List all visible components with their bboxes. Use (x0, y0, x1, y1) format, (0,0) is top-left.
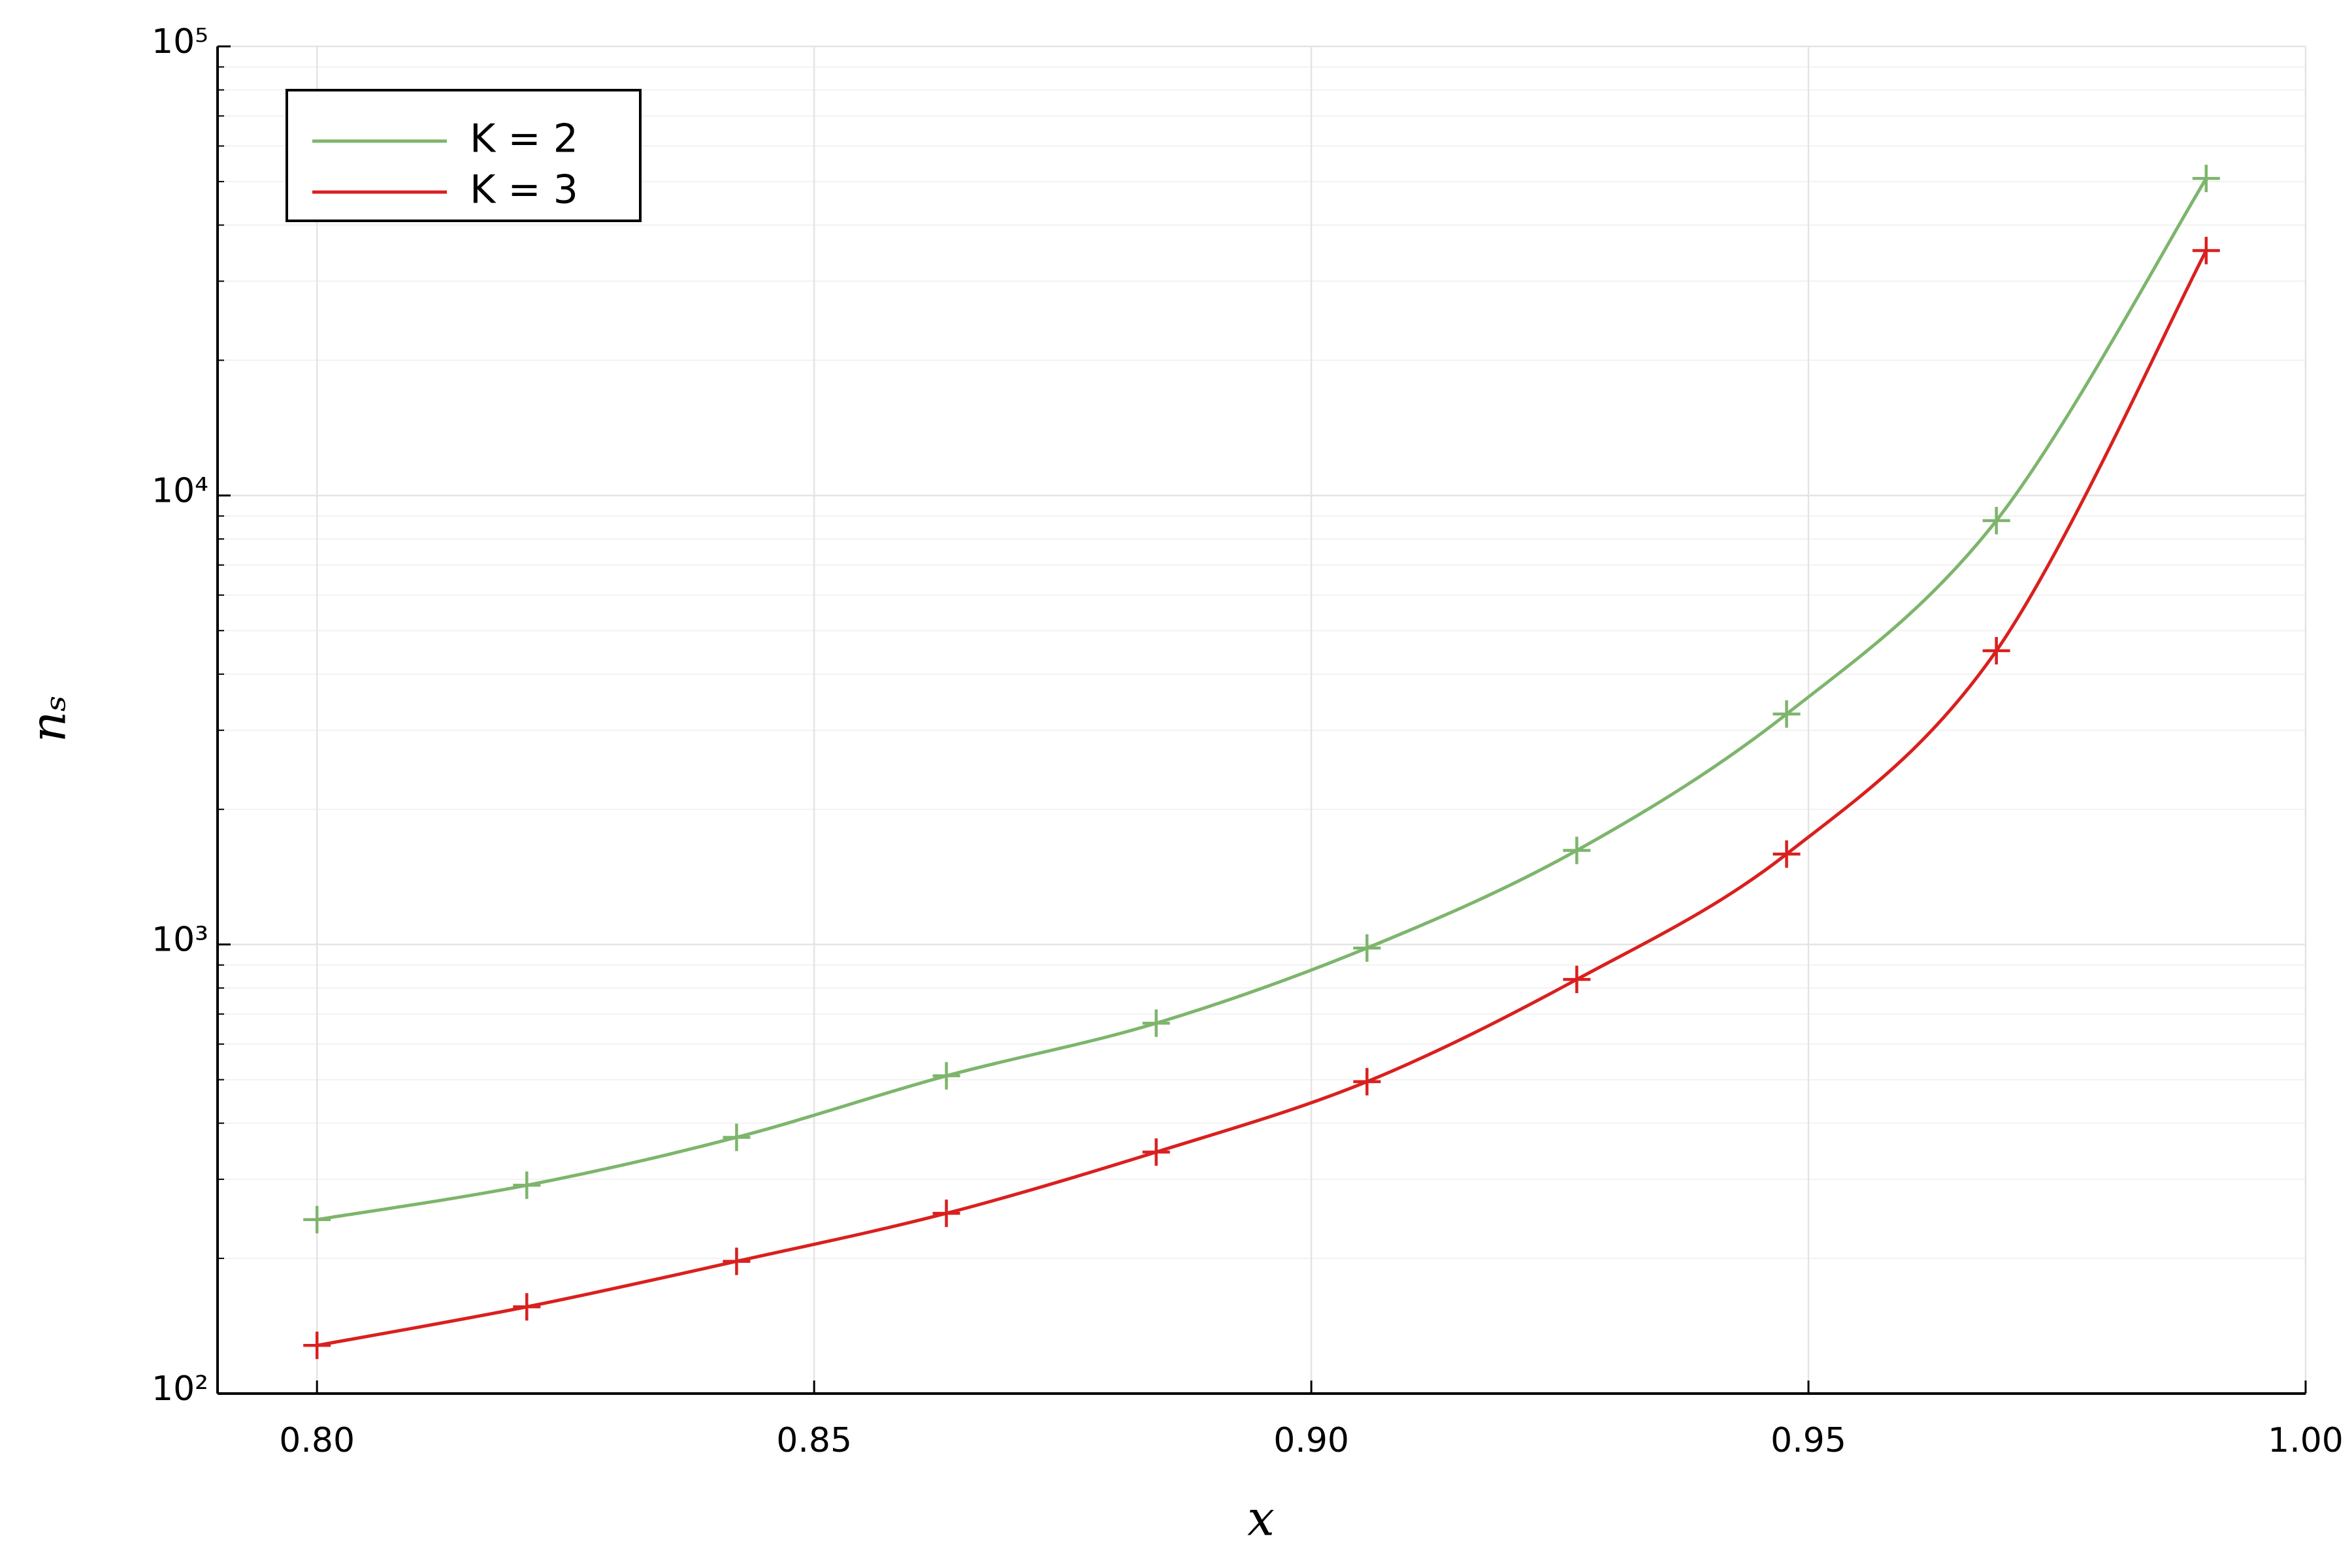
marker (1772, 840, 1801, 868)
marker (303, 1205, 331, 1233)
x-axis-label: x (1247, 1490, 1275, 1546)
y-axis-label: nₛ (20, 695, 76, 743)
marker (2192, 165, 2220, 193)
marker (723, 1247, 751, 1275)
y-tick-label: 10⁵ (152, 22, 208, 61)
plot-area (303, 165, 2220, 1360)
marker (1353, 1068, 1381, 1096)
x-tick-label: 1.00 (2268, 1421, 2344, 1460)
marker (1142, 1009, 1170, 1037)
series-line (316, 177, 2208, 1222)
series-line (316, 250, 2208, 1347)
y-tick-label: 10⁴ (152, 471, 208, 510)
x-tick-label: 0.95 (1771, 1421, 1846, 1460)
marker (1353, 934, 1381, 962)
x-tick-label: 0.85 (776, 1421, 852, 1460)
marker (1142, 1138, 1170, 1166)
marker (1563, 836, 1591, 864)
marker (1772, 700, 1801, 728)
marker (2192, 237, 2220, 265)
x-tick-label: 0.90 (1273, 1421, 1349, 1460)
y-tick-label: 10² (152, 1369, 208, 1409)
legend: K = 2 K = 3 (286, 89, 642, 222)
y-tick-label: 10³ (152, 921, 208, 960)
legend-box (286, 89, 642, 222)
axes: 10² 10³ 10⁴ 10⁵ 0.80 0.85 0.90 0.95 1.00 (152, 22, 2344, 1460)
marker (723, 1123, 751, 1151)
marker (303, 1331, 331, 1360)
marker (1982, 637, 2010, 665)
legend-label: K = 3 (470, 167, 578, 213)
marker (513, 1293, 541, 1321)
x-tick-label: 0.80 (279, 1421, 355, 1460)
marker (932, 1200, 960, 1228)
marker (932, 1062, 960, 1090)
marker (1982, 506, 2010, 534)
marker (513, 1171, 541, 1200)
marker (1563, 966, 1591, 994)
legend-label: K = 2 (470, 116, 578, 162)
